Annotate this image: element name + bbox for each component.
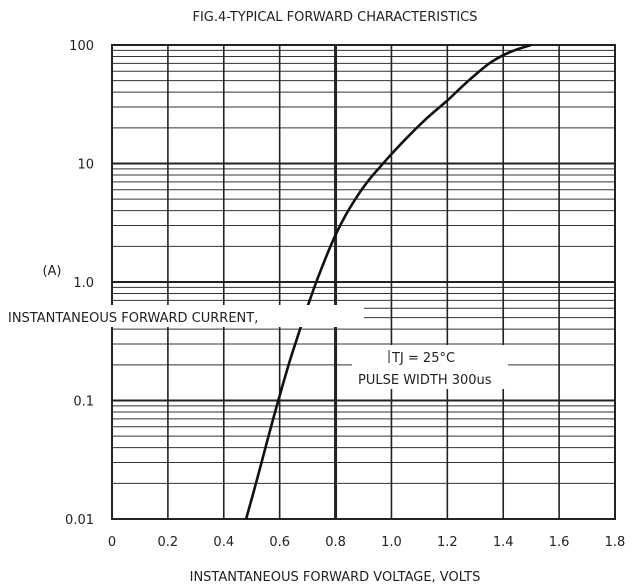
x-tick-label: 0 [108, 535, 116, 550]
pulse-width-note: PULSE WIDTH 300us [358, 373, 492, 388]
x-tick-label: 1.0 [381, 535, 402, 550]
annotation-box [352, 345, 508, 389]
junction-temperature-note: TJ = 25°C [391, 351, 455, 366]
y-tick-label: 1.0 [73, 276, 94, 291]
plot-border [111, 44, 616, 520]
x-axis-label: INSTANTANEOUS FORWARD VOLTAGE, VOLTS [190, 570, 481, 585]
x-tick-label: 0.2 [158, 535, 179, 550]
x-tick-label: 0.6 [269, 535, 290, 550]
x-tick-label: 1.6 [549, 535, 570, 550]
forward-current-curve [244, 43, 532, 520]
chart-title: FIG.4-TYPICAL FORWARD CHARACTERISTICS [193, 10, 478, 25]
y-tick-label: 0.1 [73, 395, 94, 410]
y-axis-unit: (A) [42, 264, 61, 279]
tick-labels: 0 0.2 0.4 0.6 0.8 1.0 1.2 1.4 1.6 1.8 100 10 1.0 0.1 0… [65, 39, 625, 550]
y-tick-label: 10 [77, 158, 94, 173]
y-tick-label: 100 [69, 39, 94, 54]
x-tick-label: 1.2 [437, 535, 458, 550]
x-tick-label: 0.8 [325, 535, 346, 550]
x-tick-label: 1.8 [605, 535, 626, 550]
y-axis-label: INSTANTANEOUS FORWARD CURRENT, [8, 311, 258, 326]
x-tick-label: 0.4 [213, 535, 234, 550]
plot-grid [111, 44, 616, 520]
x-tick-label: 1.4 [493, 535, 514, 550]
y-axis-label-background [6, 305, 364, 327]
y-tick-label: 0.01 [65, 513, 94, 528]
